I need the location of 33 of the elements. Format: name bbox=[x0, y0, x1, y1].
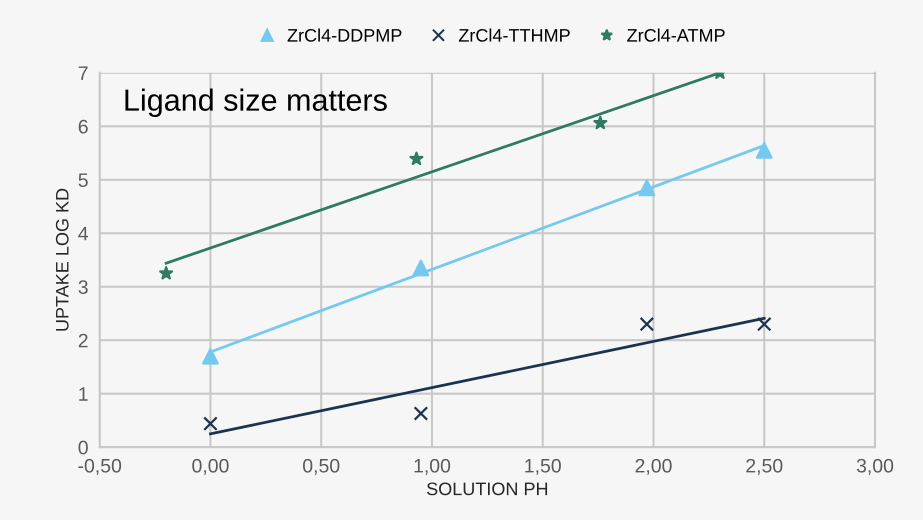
point bbox=[593, 116, 608, 130]
x-tick-label: -0,50 bbox=[78, 458, 122, 475]
legend-label: ZrCl4-DDPMP bbox=[288, 28, 402, 42]
point bbox=[409, 152, 424, 166]
y-tick-label: 4 bbox=[78, 226, 88, 240]
point bbox=[756, 316, 772, 332]
point bbox=[202, 348, 219, 365]
y-tick-label: 0 bbox=[78, 440, 88, 454]
y-axis-title: UPTAKE LOG KD bbox=[56, 188, 69, 331]
x-tick-label: 1,00 bbox=[414, 458, 450, 475]
x-tick-label: 0,50 bbox=[303, 458, 340, 475]
y-tick-label: 6 bbox=[78, 120, 88, 134]
point bbox=[640, 316, 654, 332]
y-tick-label: 2 bbox=[78, 334, 88, 348]
point bbox=[638, 179, 656, 196]
point bbox=[412, 260, 430, 276]
annotation: Ligand size matters bbox=[125, 88, 387, 117]
x-tick-label: 2,50 bbox=[746, 458, 782, 475]
y-tick-label: 1 bbox=[79, 387, 88, 401]
x-tick-label: 1,50 bbox=[525, 458, 561, 475]
x-axis-title: SOLUTION PH bbox=[426, 482, 548, 496]
x-tick-label: 3,00 bbox=[856, 458, 894, 475]
point bbox=[203, 416, 218, 431]
point bbox=[756, 142, 773, 159]
point bbox=[414, 406, 428, 421]
x-tick-label: 2,00 bbox=[636, 458, 672, 475]
point bbox=[159, 266, 174, 280]
y-tick-label: 3 bbox=[78, 280, 88, 294]
legend-label: ZrCl4-TTHMP bbox=[458, 28, 570, 42]
y-tick-label: 5 bbox=[78, 173, 88, 188]
legend-label: ZrCl4-ATMP bbox=[627, 28, 725, 42]
x-tick-label: 0,00 bbox=[192, 458, 229, 475]
y-tick-label: 7 bbox=[78, 66, 88, 80]
